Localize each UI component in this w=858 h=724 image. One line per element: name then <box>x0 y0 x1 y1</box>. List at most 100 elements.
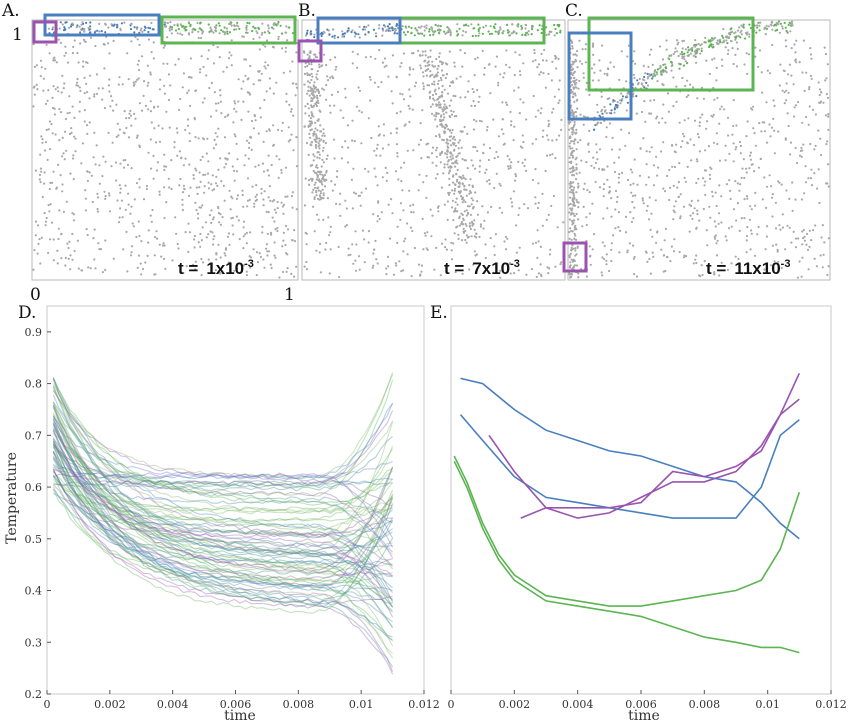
particle-dot <box>576 66 579 69</box>
particle-dot <box>421 32 424 35</box>
particle-dot <box>493 186 496 190</box>
particle-dot <box>58 108 61 111</box>
particle-dot <box>578 171 581 174</box>
particle-dot <box>399 65 402 68</box>
particle-dot <box>84 40 87 44</box>
particle-dot <box>310 121 313 124</box>
particle-dot <box>497 30 500 34</box>
particle-dot <box>406 30 409 33</box>
particle-dot <box>197 137 200 140</box>
particle-dot <box>462 176 465 179</box>
particle-dot <box>715 132 719 135</box>
particle-dot <box>437 24 440 27</box>
particle-dot <box>547 123 551 126</box>
particle-dot <box>557 88 560 91</box>
particle-dot <box>254 165 257 168</box>
particle-dot <box>481 49 484 53</box>
particle-dot <box>617 211 621 214</box>
particle-dot <box>441 110 444 113</box>
particle-dot <box>525 31 529 34</box>
particle-dot <box>85 61 88 64</box>
particle-dot <box>456 178 459 181</box>
particle-dot <box>411 229 414 233</box>
particle-dot <box>314 144 317 147</box>
particle-dot <box>610 242 613 245</box>
particle-dot <box>608 122 612 125</box>
particle-dot <box>695 226 698 229</box>
particle-dot <box>651 77 654 80</box>
particle-dot <box>585 275 589 278</box>
trajectory-line <box>52 417 394 608</box>
trajectory-line <box>52 471 393 523</box>
particle-dot <box>826 96 830 99</box>
particle-dot <box>450 109 453 112</box>
particle-dot <box>33 249 36 252</box>
particle-dot <box>824 52 828 56</box>
particle-dot <box>617 181 621 184</box>
particle-dot <box>569 186 572 189</box>
particle-dot <box>745 171 748 174</box>
particle-dot <box>152 154 155 157</box>
particle-dot <box>231 197 234 200</box>
particle-dot <box>765 206 768 209</box>
particle-dot <box>158 243 161 246</box>
particle-dot <box>62 29 66 32</box>
particle-dot <box>582 188 585 191</box>
particle-dot <box>333 157 336 160</box>
particle-dot <box>322 218 325 221</box>
particle-dot <box>454 271 457 274</box>
particle-dot <box>49 181 52 184</box>
particle-dot <box>237 100 240 103</box>
green-region-box <box>160 15 297 45</box>
particle-dot <box>93 131 96 134</box>
particle-dot <box>601 274 604 277</box>
particle-dot <box>760 130 763 133</box>
particle-dot <box>173 146 176 149</box>
particle-dot <box>396 155 399 158</box>
particle-dot <box>330 180 333 183</box>
particle-dot <box>85 228 88 231</box>
particle-dot <box>810 239 813 242</box>
particle-dot <box>436 71 439 74</box>
particle-dot <box>102 155 105 158</box>
particle-dot <box>477 29 480 33</box>
particle-dot <box>754 204 757 207</box>
particle-dot <box>264 61 267 64</box>
particle-dot <box>196 21 199 25</box>
particle-dot <box>468 222 471 225</box>
particle-dot <box>498 206 501 210</box>
particle-dot <box>357 194 360 197</box>
particle-dot <box>416 29 419 32</box>
particle-dot <box>280 168 283 172</box>
particle-dot <box>790 74 793 77</box>
particle-dot <box>678 121 681 124</box>
particle-dot <box>471 87 474 91</box>
particle-dot <box>593 166 596 169</box>
particle-dot <box>769 23 773 26</box>
particle-dot <box>387 203 390 206</box>
particle-dot <box>761 198 764 201</box>
panel-d-plot-area <box>46 305 425 695</box>
particle-dot <box>609 61 612 64</box>
particle-dot <box>262 140 265 143</box>
particle-dot <box>429 208 432 211</box>
particle-dot <box>452 94 455 97</box>
particle-dot <box>304 177 307 180</box>
particle-dot <box>790 20 794 23</box>
particle-dot <box>93 93 96 96</box>
particle-dot <box>195 89 198 92</box>
particle-dot <box>83 92 86 95</box>
particle-dot <box>445 31 448 34</box>
particle-dot <box>570 258 573 261</box>
particle-dot <box>516 24 519 27</box>
particle-dot <box>588 245 591 248</box>
particle-dot <box>531 178 535 182</box>
particle-dot <box>39 75 42 78</box>
particle-dot <box>671 144 674 147</box>
particle-dot <box>509 34 512 37</box>
particle-dot <box>39 59 43 62</box>
particle-dot <box>472 128 475 131</box>
particle-dot <box>569 227 572 230</box>
particle-dot <box>431 29 434 32</box>
particle-dot <box>284 46 288 49</box>
